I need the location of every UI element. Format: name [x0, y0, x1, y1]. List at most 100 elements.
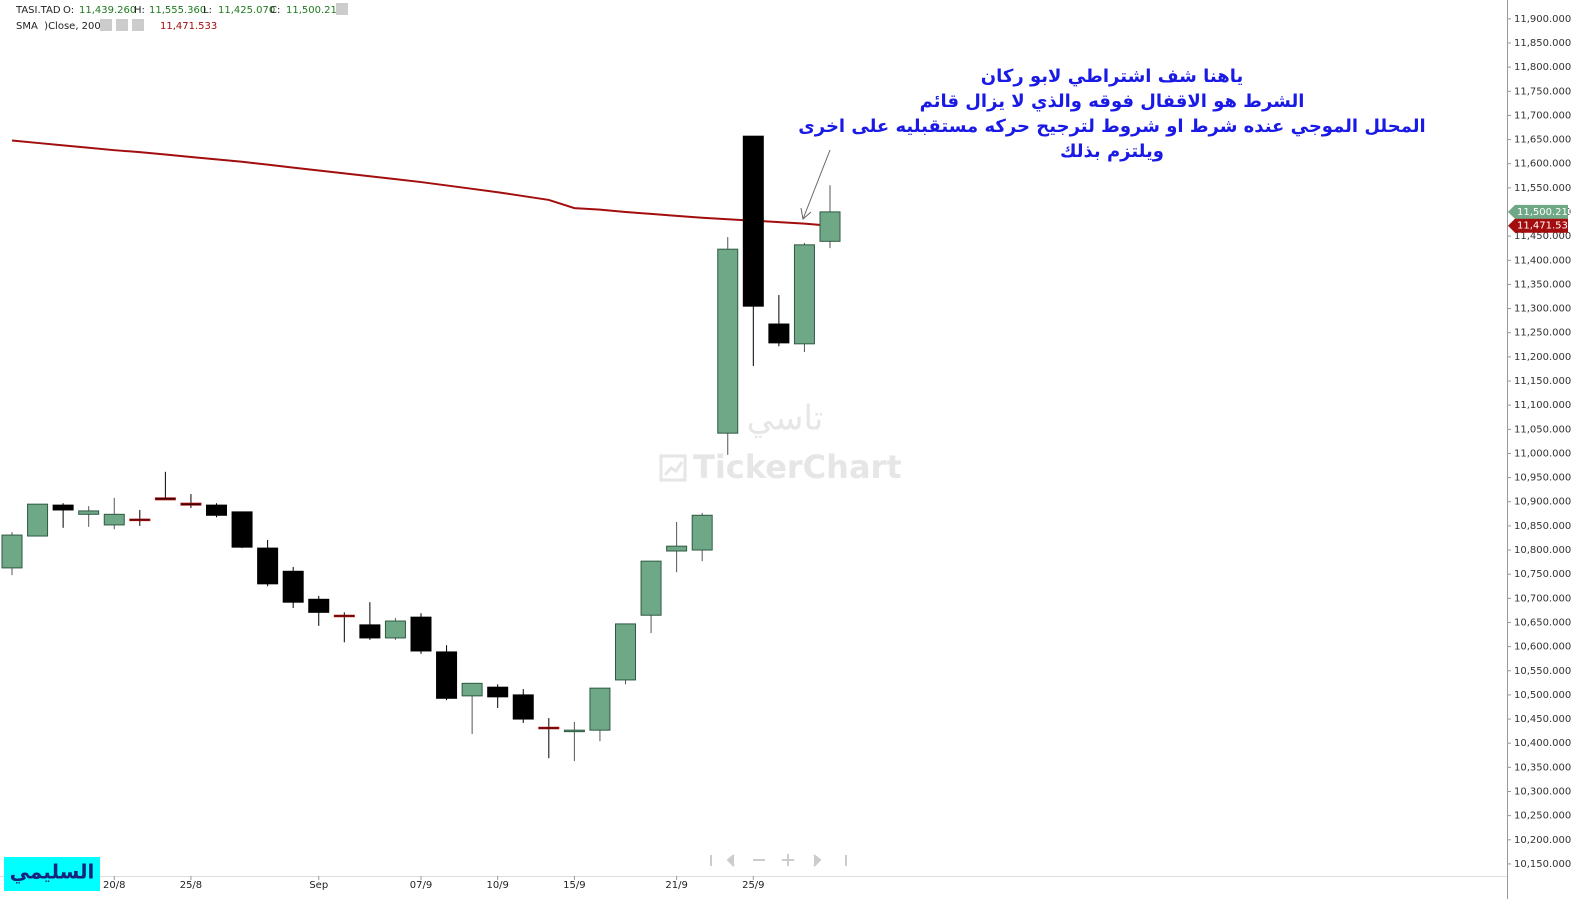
- candle-body: [1, 534, 23, 569]
- candle-body: [768, 323, 790, 344]
- candle-body: [154, 497, 176, 501]
- y-tick-label: 10,350.000: [1514, 762, 1571, 773]
- x-tick-label: 15/9: [563, 880, 585, 891]
- y-tick-label: 10,950.000: [1514, 473, 1571, 484]
- author-badge: [4, 857, 100, 891]
- settings-button[interactable]: [116, 19, 128, 31]
- y-tick-label: 11,100.000: [1514, 400, 1571, 411]
- candle-body: [563, 729, 585, 733]
- annotation-line: ياهنا شف اشتراطي لابو ركان: [981, 66, 1243, 87]
- more-button[interactable]: [336, 3, 348, 15]
- y-tick-label: 10,800.000: [1514, 545, 1571, 556]
- navigation-toolbar[interactable]: [710, 854, 847, 867]
- candle-body: [78, 510, 100, 515]
- sma-tag-label: 11,471.533: [1517, 221, 1574, 232]
- candle-body: [103, 513, 125, 526]
- candle-body: [640, 560, 662, 616]
- y-tick-label: 11,700.000: [1514, 110, 1571, 121]
- y-tick-label: 11,600.000: [1514, 159, 1571, 170]
- y-tick-label: 10,600.000: [1514, 642, 1571, 653]
- ohlc-value: 11,500.210: [286, 5, 343, 16]
- watermark-arabic: تاسي: [747, 399, 824, 439]
- y-tick-label: 11,300.000: [1514, 304, 1571, 315]
- candle-body: [282, 570, 304, 603]
- y-tick-label: 10,850.000: [1514, 521, 1571, 532]
- candle-body: [666, 545, 688, 552]
- ohlc-label: C:: [270, 5, 280, 16]
- y-tick-label: 11,450.000: [1514, 231, 1571, 242]
- candle-body: [410, 616, 432, 652]
- annotation-arrow: [802, 149, 831, 220]
- candle-body: [538, 726, 560, 730]
- candle-body: [461, 682, 483, 697]
- candle-body: [487, 686, 509, 698]
- sma-line: [11, 139, 831, 227]
- candle-body: [742, 135, 764, 307]
- candle-body: [384, 620, 406, 639]
- candle-body: [231, 511, 253, 548]
- x-tick-label: 25/8: [180, 880, 202, 891]
- y-tick-label: 10,150.000: [1514, 859, 1571, 870]
- sma-tag: [1508, 218, 1568, 233]
- annotation-line: ويلتزم بذلك: [1060, 141, 1164, 162]
- ohlc-label: H:: [134, 5, 145, 16]
- candle-body: [819, 211, 841, 242]
- annotation-line: الشرط هو الاقفال فوقه والذي لا يزال قائم: [920, 91, 1305, 112]
- candle-body: [308, 598, 330, 613]
- candle-body: [180, 502, 202, 506]
- visibility-button[interactable]: [100, 19, 112, 31]
- y-tick-label: 11,550.000: [1514, 183, 1571, 194]
- annotation-arrowhead: [800, 207, 812, 220]
- y-tick-label: 11,350.000: [1514, 279, 1571, 290]
- y-tick-label: 11,900.000: [1514, 14, 1571, 25]
- y-tick-label: 10,700.000: [1514, 593, 1571, 604]
- y-tick-label: 10,650.000: [1514, 617, 1571, 628]
- symbol: TASI.TAD: [15, 5, 61, 16]
- y-tick-label: 11,250.000: [1514, 328, 1571, 339]
- y-tick-label: 10,550.000: [1514, 666, 1571, 677]
- y-tick-label: 10,200.000: [1514, 835, 1571, 846]
- ohlc-label: L:: [203, 5, 212, 16]
- candle-body: [691, 514, 713, 551]
- watermark-icon-line: [663, 461, 684, 476]
- candle-body: [589, 687, 611, 731]
- y-tick-label: 11,650.000: [1514, 135, 1571, 146]
- ohlc-value: 11,555.360: [149, 5, 206, 16]
- candle-body: [615, 623, 636, 681]
- y-tick-label: 10,500.000: [1514, 690, 1571, 701]
- candle-body: [359, 624, 381, 639]
- x-tick-label: 07/9: [410, 880, 432, 891]
- y-tick-label: 10,750.000: [1514, 569, 1571, 580]
- y-tick-label: 11,800.000: [1514, 62, 1571, 73]
- y-tick-label: 11,200.000: [1514, 352, 1571, 363]
- x-tick-label: 25/9: [742, 880, 764, 891]
- candle-body: [206, 504, 227, 516]
- annotation-line: المحلل الموجي عنده شرط او شروط لترجيح حر…: [798, 116, 1425, 137]
- watermark-icon: [659, 454, 687, 482]
- candle-body: [27, 503, 49, 537]
- candle-body: [512, 694, 534, 720]
- y-tick-label: 10,250.000: [1514, 811, 1571, 822]
- ohlc-value: 11,439.260: [79, 5, 136, 16]
- close-tag: [1508, 204, 1568, 219]
- y-tick-label: 11,400.000: [1514, 255, 1571, 266]
- sma-legend: SMA )Close, 200(: [16, 21, 105, 32]
- ohlc-label: O:: [63, 5, 74, 16]
- y-tick-label: 11,150.000: [1514, 376, 1571, 387]
- candle-body: [52, 504, 74, 511]
- sma-value: 11,471.533: [160, 21, 217, 32]
- y-tick-label: 10,900.000: [1514, 497, 1571, 508]
- y-tick-label: 10,400.000: [1514, 738, 1571, 749]
- x-tick-label: 10/9: [486, 880, 508, 891]
- y-tick-label: 10,300.000: [1514, 786, 1571, 797]
- candle-body: [333, 614, 355, 618]
- candle-body: [436, 651, 458, 699]
- y-tick-label: 11,850.000: [1514, 38, 1571, 49]
- remove-button[interactable]: [132, 19, 144, 31]
- x-tick-label: 21/9: [665, 880, 687, 891]
- x-tick-label: Sep: [309, 880, 328, 891]
- candle-body: [129, 518, 151, 522]
- author: السليمي: [10, 860, 95, 885]
